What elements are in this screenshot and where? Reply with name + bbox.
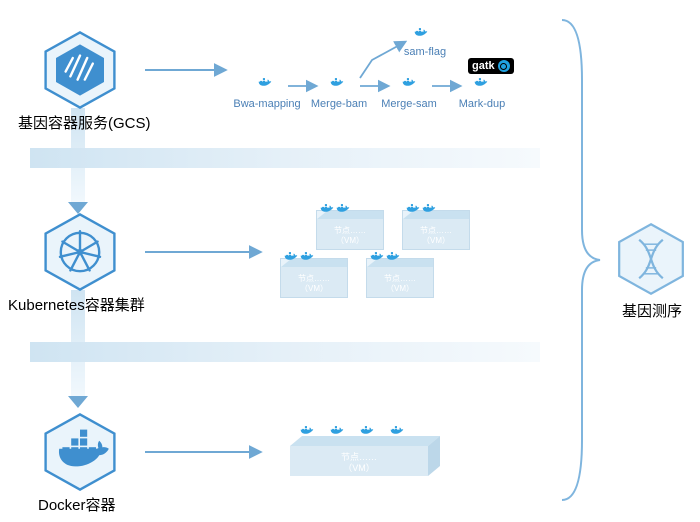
whale-icon [258, 78, 280, 94]
step-0: Bwa-mapping [232, 98, 302, 110]
dna-hex [614, 222, 688, 296]
dna-label: 基因测序 [622, 300, 682, 321]
whale-icon [474, 78, 496, 94]
whale-icon [370, 252, 385, 263]
band-2 [30, 342, 540, 362]
whale-icon [386, 252, 401, 263]
whale-icon [330, 426, 348, 439]
whale-icon [336, 204, 351, 215]
whale-icon [320, 204, 335, 215]
vm-box: 节点……（VM） [366, 258, 434, 298]
k8s-hex [40, 212, 120, 292]
whale-icon [406, 204, 421, 215]
whale-icon [414, 28, 436, 44]
whale-icon [360, 426, 378, 439]
step-3: Mark-dup [452, 98, 512, 110]
gatk-badge: gatk [468, 58, 514, 74]
whale-icon [300, 426, 318, 439]
vm-box: 节点……（VM） [316, 210, 384, 250]
docker-hex [40, 412, 120, 492]
step-1: Merge-bam [308, 98, 370, 110]
step-branch: sam-flag [398, 46, 452, 58]
k8s-label: Kubernetes容器集群 [8, 294, 145, 315]
whale-icon [422, 204, 437, 215]
vm-box: 节点……（VM） [280, 258, 348, 298]
whale-icon [330, 78, 352, 94]
whale-icon [300, 252, 315, 263]
gcs-label: 基因容器服务(GCS) [18, 112, 151, 133]
vm-box: 节点……（VM） [402, 210, 470, 250]
step-2: Merge-sam [378, 98, 440, 110]
gatk-text: gatk [472, 60, 495, 72]
whale-icon [390, 426, 408, 439]
whale-icon [284, 252, 299, 263]
band-1 [30, 148, 540, 168]
gcs-hex [40, 30, 120, 110]
whale-icon [402, 78, 424, 94]
docker-label: Docker容器 [38, 494, 116, 515]
